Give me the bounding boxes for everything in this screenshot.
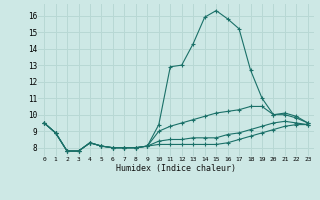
X-axis label: Humidex (Indice chaleur): Humidex (Indice chaleur)	[116, 164, 236, 173]
